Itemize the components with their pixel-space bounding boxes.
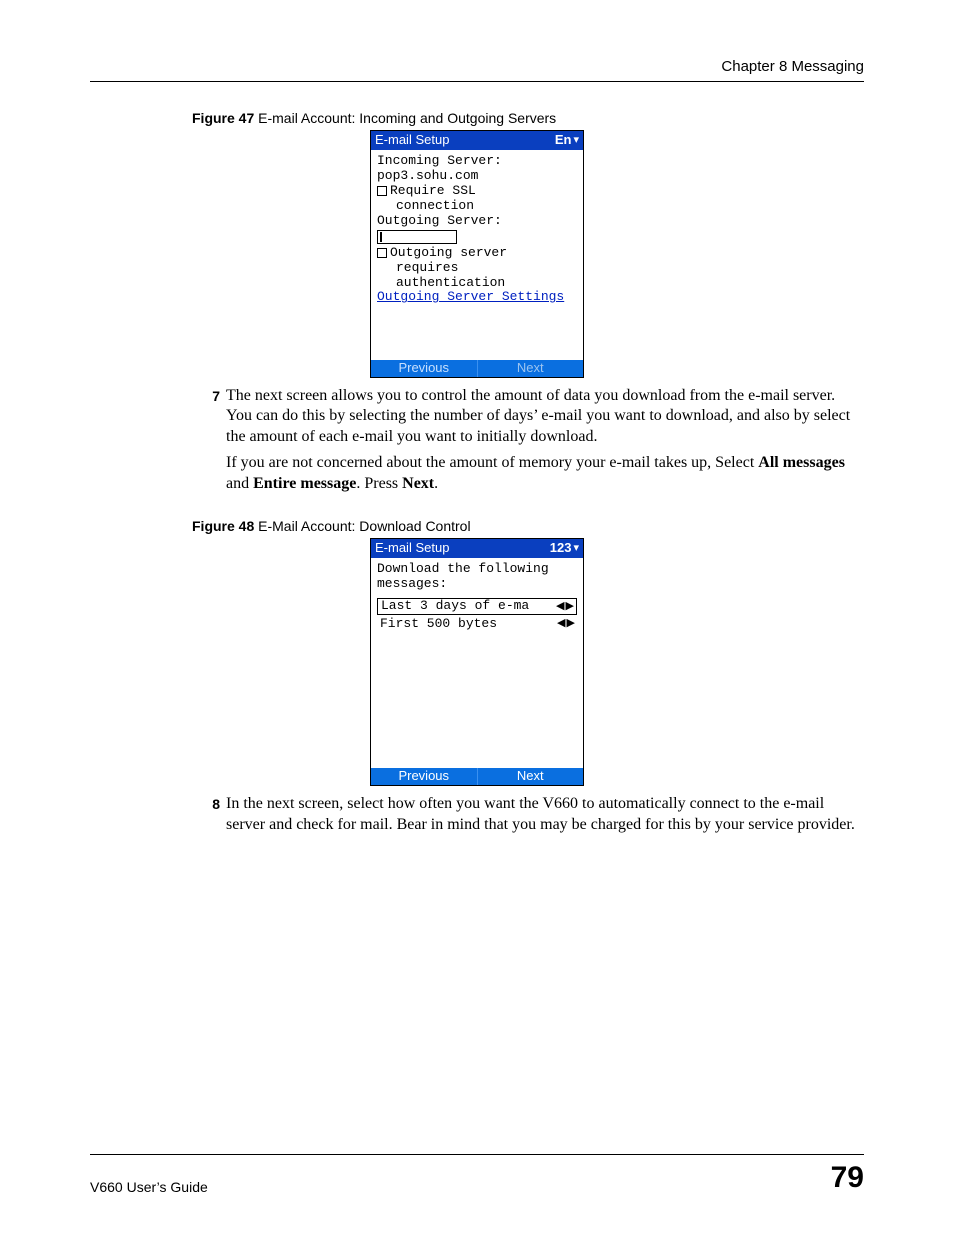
softkey-bar: Previous Next bbox=[371, 360, 583, 377]
size-selector[interactable]: First 500 bytes ◀ ▶ bbox=[377, 617, 577, 632]
incoming-server-label: Incoming Server: bbox=[377, 154, 577, 169]
outgoing-auth-label-1: Outgoing server bbox=[390, 246, 507, 261]
outgoing-server-label: Outgoing Server: bbox=[377, 214, 577, 229]
previous-softkey[interactable]: Previous bbox=[371, 768, 477, 785]
figure-47-label: Figure 47 bbox=[192, 110, 254, 126]
outgoing-server-settings-link[interactable]: Outgoing Server Settings bbox=[377, 290, 577, 305]
title-bar: E-mail Setup En ▾ bbox=[371, 131, 583, 150]
download-label-1: Download the following bbox=[377, 562, 577, 577]
page-number: 79 bbox=[831, 1161, 864, 1195]
input-mode-indicator: En bbox=[555, 133, 572, 148]
title-bar: E-mail Setup 123 ▾ bbox=[371, 539, 583, 558]
selector-arrows-icon: ◀ ▶ bbox=[556, 600, 573, 613]
figure-47-screenshot: E-mail Setup En ▾ Incoming Server: pop3.… bbox=[370, 130, 584, 378]
title-bar-text: E-mail Setup bbox=[375, 541, 449, 556]
require-ssl-checkbox[interactable] bbox=[377, 186, 387, 196]
page-footer: V660 User’s Guide 79 bbox=[90, 1154, 864, 1195]
step-7-number: 7 bbox=[190, 386, 220, 500]
days-selector-value: Last 3 days of e-ma bbox=[381, 599, 529, 614]
require-ssl-label: Require SSL bbox=[390, 184, 476, 199]
page-header: Chapter 8 Messaging bbox=[90, 58, 864, 81]
next-softkey[interactable]: Next bbox=[477, 360, 584, 377]
step-7-text: The next screen allows you to control th… bbox=[220, 386, 856, 500]
figure-47-title: E-mail Account: Incoming and Outgoing Se… bbox=[254, 110, 556, 126]
days-selector[interactable]: Last 3 days of e-ma ◀ ▶ bbox=[377, 598, 577, 615]
incoming-server-value: pop3.sohu.com bbox=[377, 169, 577, 184]
title-bar-text: E-mail Setup bbox=[375, 133, 449, 148]
step-8-number: 8 bbox=[190, 794, 220, 841]
figure-48-title: E-Mail Account: Download Control bbox=[254, 518, 470, 534]
download-label-2: messages: bbox=[377, 577, 577, 592]
signal-icon: ▾ bbox=[573, 542, 579, 555]
outgoing-auth-label-3: authentication bbox=[396, 276, 507, 291]
outgoing-auth-label-2: requires bbox=[396, 261, 507, 276]
next-softkey[interactable]: Next bbox=[477, 768, 584, 785]
input-mode-indicator: 123 bbox=[550, 541, 572, 556]
header-rule bbox=[90, 81, 864, 82]
figure-48-screenshot: E-mail Setup 123 ▾ Download the followin… bbox=[370, 538, 584, 786]
figure-48-caption: Figure 48 E-Mail Account: Download Contr… bbox=[192, 518, 864, 534]
outgoing-server-input[interactable] bbox=[377, 230, 457, 244]
require-ssl-label-2: connection bbox=[396, 199, 476, 214]
size-selector-value: First 500 bytes bbox=[380, 617, 497, 632]
footer-guide-name: V660 User’s Guide bbox=[90, 1179, 208, 1195]
figure-48-label: Figure 48 bbox=[192, 518, 254, 534]
outgoing-auth-checkbox[interactable] bbox=[377, 248, 387, 258]
selector-arrows-icon: ◀ ▶ bbox=[557, 617, 574, 632]
step-8-text: In the next screen, select how often you… bbox=[220, 794, 856, 841]
figure-47-caption: Figure 47 E-mail Account: Incoming and O… bbox=[192, 110, 864, 126]
signal-icon: ▾ bbox=[573, 134, 579, 147]
footer-rule bbox=[90, 1154, 864, 1155]
softkey-bar: Previous Next bbox=[371, 768, 583, 785]
previous-softkey[interactable]: Previous bbox=[371, 360, 477, 377]
